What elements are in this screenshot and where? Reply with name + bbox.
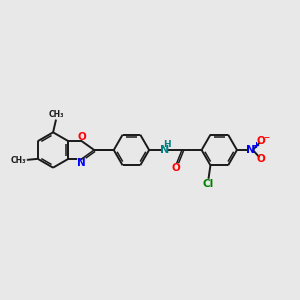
Text: CH₃: CH₃ [8, 155, 29, 165]
Text: N: N [77, 158, 86, 168]
Text: N: N [246, 145, 255, 155]
Text: O: O [256, 136, 265, 146]
Text: +: + [252, 141, 259, 150]
Text: CH₃: CH₃ [48, 110, 64, 119]
Text: N: N [76, 157, 87, 170]
Text: N: N [160, 145, 169, 155]
Text: Cl: Cl [201, 178, 216, 191]
Text: O: O [172, 164, 181, 173]
Text: Cl: Cl [203, 179, 214, 189]
Text: O: O [171, 162, 182, 175]
Text: CH₃: CH₃ [46, 109, 67, 119]
Text: ⁻: ⁻ [263, 134, 269, 147]
Text: CH₃: CH₃ [11, 156, 26, 165]
Text: H: H [164, 140, 171, 149]
Text: O: O [78, 132, 86, 142]
Text: O: O [256, 154, 265, 164]
Text: O: O [76, 130, 88, 143]
